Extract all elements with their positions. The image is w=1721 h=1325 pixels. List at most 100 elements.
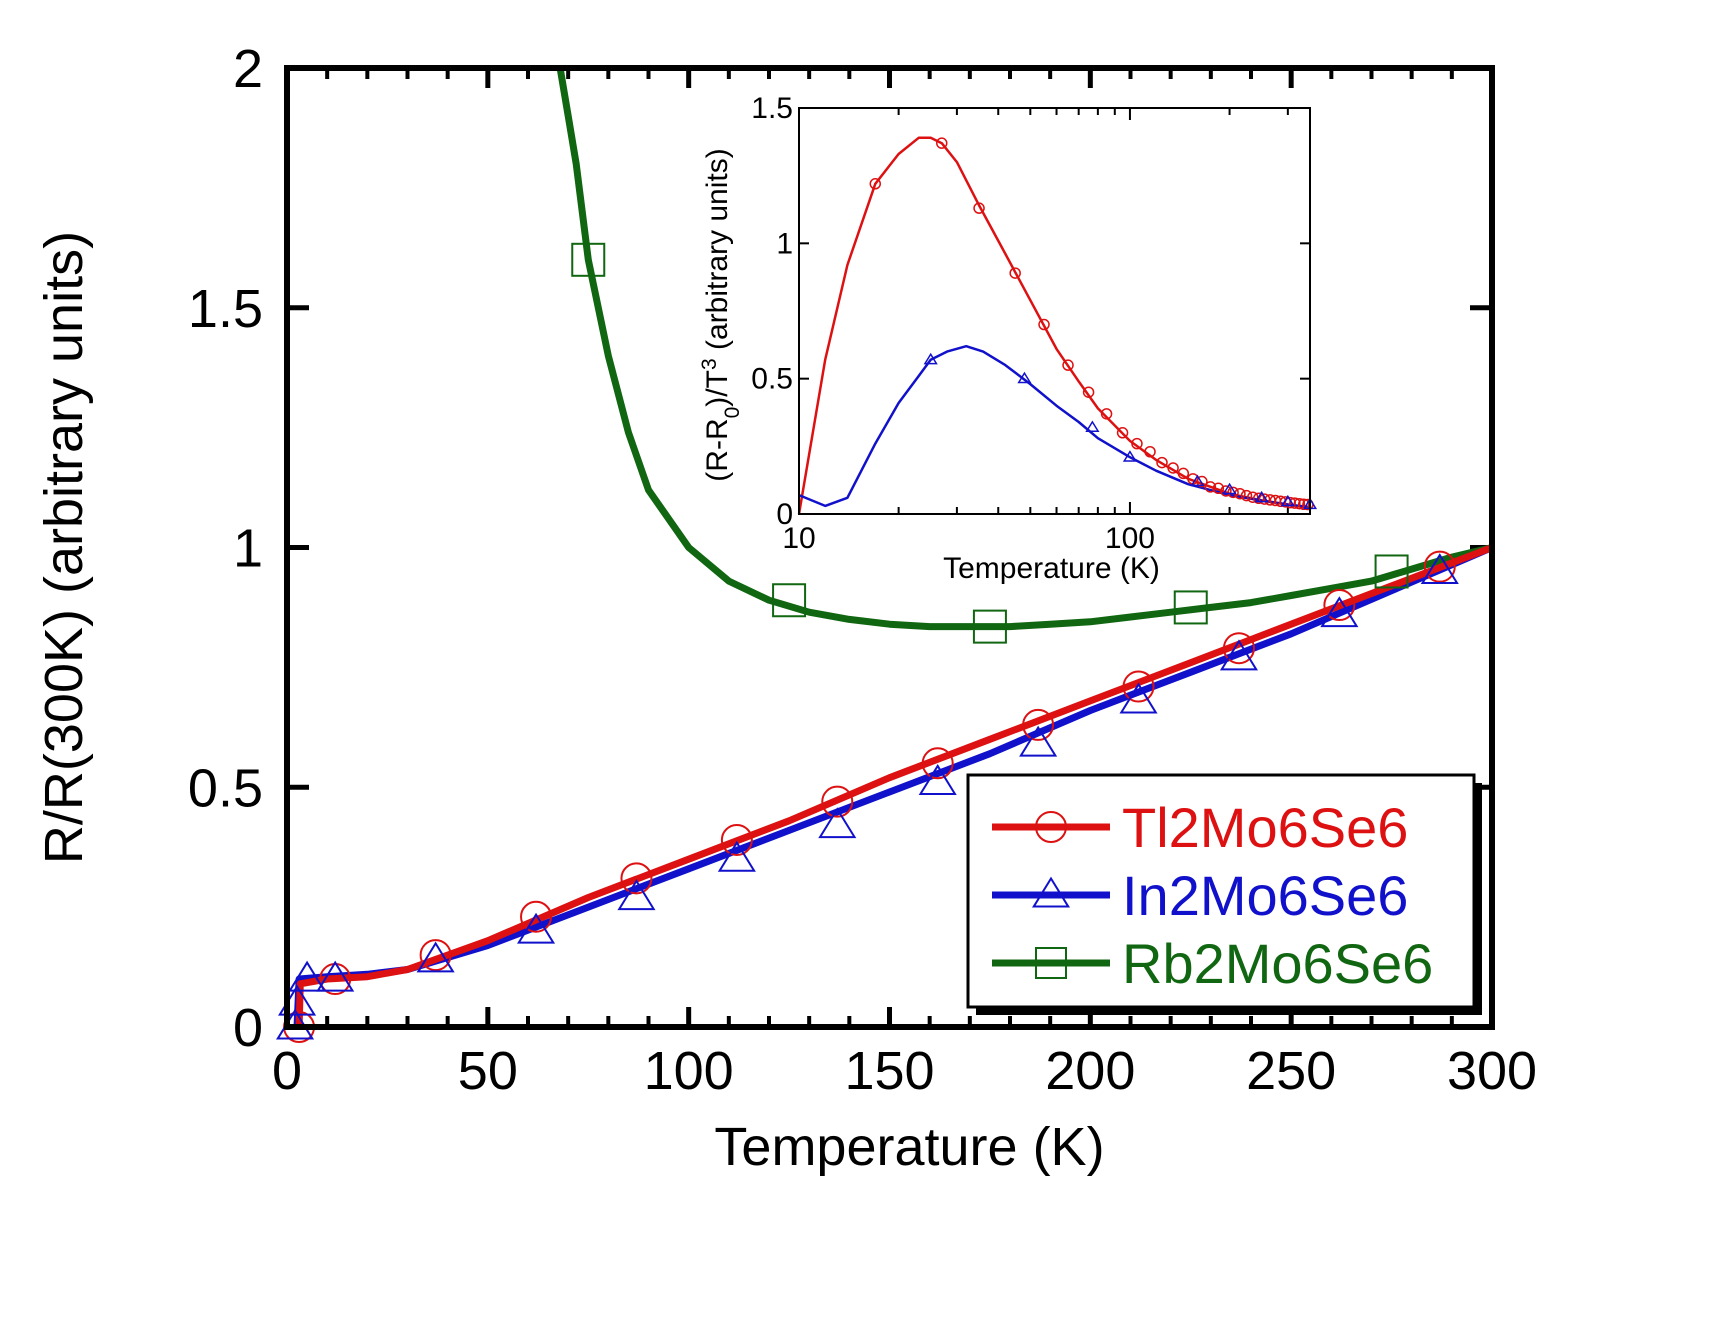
legend-box <box>966 773 1476 1009</box>
main-y-tick-label: 1 <box>233 519 263 579</box>
inset-marker-Tl2Mo6Se6 <box>1100 408 1113 420</box>
inset-marker-Tl2Mo6Se6 <box>1082 386 1095 398</box>
inset-axis-ticks <box>798 107 1310 515</box>
main-marker-Tl2Mo6Se6 <box>419 939 452 972</box>
main-y-axis-label: R/R(300K) (arbitrary units) <box>34 231 94 864</box>
inset-line-Tl2Mo6Se6 <box>797 136 1311 515</box>
inset-marker-Tl2Mo6Se6 <box>1038 318 1050 331</box>
inset-line-In2Mo6Se6 <box>798 344 1311 509</box>
legend-label-Tl2Mo6Se6: Tl2Mo6Se6 <box>1122 796 1408 859</box>
inset-marker-Tl2Mo6Se6 <box>1196 475 1208 488</box>
inset-marker-Tl2Mo6Se6 <box>1009 267 1021 279</box>
inset-ylabel-superscript: 3 <box>698 358 721 370</box>
inset-marker-Tl2Mo6Se6 <box>869 178 882 190</box>
main-y-tick-label: 1.5 <box>188 279 263 339</box>
inset-marker-In2Mo6Se6 <box>1190 474 1205 487</box>
inset-marker-In2Mo6Se6 <box>1017 371 1032 384</box>
main-marker-Tl2Mo6Se6 <box>1122 670 1155 703</box>
main-marker-In2Mo6Se6 <box>288 960 327 992</box>
main-x-axis-label: Temperature (K) <box>714 1117 1104 1177</box>
inset-marker-Tl2Mo6Se6 <box>1177 467 1190 480</box>
inset-ylabel-part-c: (arbitrary units) <box>701 148 734 358</box>
main-marker-Tl2Mo6Se6 <box>921 747 954 780</box>
inset-marker-Tl2Mo6Se6 <box>1220 485 1232 497</box>
inset-marker-Tl2Mo6Se6 <box>1289 497 1301 509</box>
main-marker-In2Mo6Se6 <box>818 807 857 839</box>
inset-marker-In2Mo6Se6 <box>1254 490 1269 503</box>
main-x-tick-label: 50 <box>458 1041 518 1101</box>
inset-x-tick-label: 100 <box>1105 522 1155 555</box>
inset-marker-In2Mo6Se6 <box>1085 420 1100 432</box>
inset-marker-In2Mo6Se6 <box>1222 482 1237 495</box>
legend-label-Rb2Mo6Se6: Rb2Mo6Se6 <box>1122 932 1433 995</box>
main-line-Rb2Mo6Se6 <box>556 67 1493 631</box>
main-marker-In2Mo6Se6 <box>1119 682 1158 714</box>
inset-marker-Tl2Mo6Se6 <box>1212 482 1225 495</box>
inset-marker-Tl2Mo6Se6 <box>1062 359 1074 371</box>
inset-marker-Tl2Mo6Se6 <box>936 137 948 149</box>
main-marker-In2Mo6Se6 <box>516 912 556 944</box>
inset-y-tick-label: 1 <box>776 227 793 260</box>
main-marker-Tl2Mo6Se6 <box>1423 550 1456 583</box>
inset-marker-Tl2Mo6Se6 <box>1116 427 1129 439</box>
inset-plot-frame <box>798 107 1311 515</box>
main-tick-labels: 0 50 100 150 200 250 300 0 0.5 1 1.5 2 <box>188 39 1537 1101</box>
inset-series-markers <box>869 137 1318 511</box>
inset-marker-In2Mo6Se6 <box>923 352 938 365</box>
main-marker-In2Mo6Se6 <box>717 840 756 872</box>
legend-marker-In2Mo6Se6 <box>1031 876 1071 908</box>
main-x-tick-label: 300 <box>1447 1041 1537 1101</box>
main-marker-Tl2Mo6Se6 <box>720 823 753 856</box>
inset-marker-Tl2Mo6Se6 <box>1258 493 1271 505</box>
main-x-tick-label: 150 <box>844 1041 934 1101</box>
inset-marker-Tl2Mo6Se6 <box>1131 437 1143 450</box>
inset-ylabel-part-b: )/T <box>701 370 734 407</box>
inset-marker-Tl2Mo6Se6 <box>1227 486 1239 499</box>
legend-marker-Rb2Mo6Se6 <box>1035 947 1067 979</box>
inset-x-axis-label: Temperature (K) <box>943 552 1160 585</box>
main-marker-Rb2Mo6Se6 <box>1173 590 1208 625</box>
main-marker-Rb2Mo6Se6 <box>772 583 807 618</box>
main-marker-In2Mo6Se6 <box>1019 725 1058 757</box>
inset-y-tick-label: 1.5 <box>751 92 793 125</box>
main-marker-In2Mo6Se6 <box>617 879 656 911</box>
main-marker-In2Mo6Se6 <box>416 941 455 973</box>
main-marker-Tl2Mo6Se6 <box>1022 708 1055 741</box>
inset-y-tick-label: 0 <box>776 498 793 531</box>
inset-ylabel-subscript: 0 <box>721 407 744 419</box>
main-marker-Tl2Mo6Se6 <box>821 785 854 818</box>
main-x-tick-label: 250 <box>1246 1041 1336 1101</box>
inset-marker-In2Mo6Se6 <box>1280 494 1295 507</box>
inset-marker-Tl2Mo6Se6 <box>973 202 985 214</box>
main-marker-Tl2Mo6Se6 <box>1222 632 1255 665</box>
inset-tick-labels: 10 100 0 0.5 1 1.5 <box>751 92 1155 555</box>
legend-label-In2Mo6Se6: In2Mo6Se6 <box>1122 864 1408 927</box>
inset-marker-Tl2Mo6Se6 <box>1167 462 1179 474</box>
inset-marker-Tl2Mo6Se6 <box>1293 497 1306 510</box>
main-marker-Tl2Mo6Se6 <box>520 900 553 933</box>
main-marker-Tl2Mo6Se6 <box>1323 589 1356 622</box>
main-y-tick-label: 0 <box>233 998 263 1058</box>
main-marker-Rb2Mo6Se6 <box>972 609 1007 644</box>
inset-background <box>799 108 1310 514</box>
inset-marker-Tl2Mo6Se6 <box>1156 456 1168 469</box>
main-marker-In2Mo6Se6 <box>918 764 957 796</box>
main-marker-In2Mo6Se6 <box>1420 553 1459 585</box>
inset-marker-In2Mo6Se6 <box>1122 450 1138 462</box>
inset-marker-Tl2Mo6Se6 <box>1144 445 1156 458</box>
main-marker-Tl2Mo6Se6 <box>620 862 653 895</box>
main-series-markers <box>275 242 1459 1043</box>
inset-y-axis-label: (R-R0)/T3 (arbitrary units) <box>698 148 744 481</box>
legend-marker-Tl2Mo6Se6 <box>1035 811 1067 843</box>
inset-ylabel-part-a: (R-R <box>701 418 734 481</box>
inset-marker-Tl2Mo6Se6 <box>1297 498 1310 511</box>
inset-marker-Tl2Mo6Se6 <box>1252 492 1265 505</box>
main-x-tick-label: 200 <box>1045 1041 1135 1101</box>
inset-series-lines <box>797 136 1311 515</box>
main-y-tick-label: 2 <box>233 39 263 99</box>
main-marker-Rb2Mo6Se6 <box>571 242 606 277</box>
main-marker-In2Mo6Se6 <box>1219 639 1258 671</box>
main-y-tick-label: 0.5 <box>188 758 263 818</box>
